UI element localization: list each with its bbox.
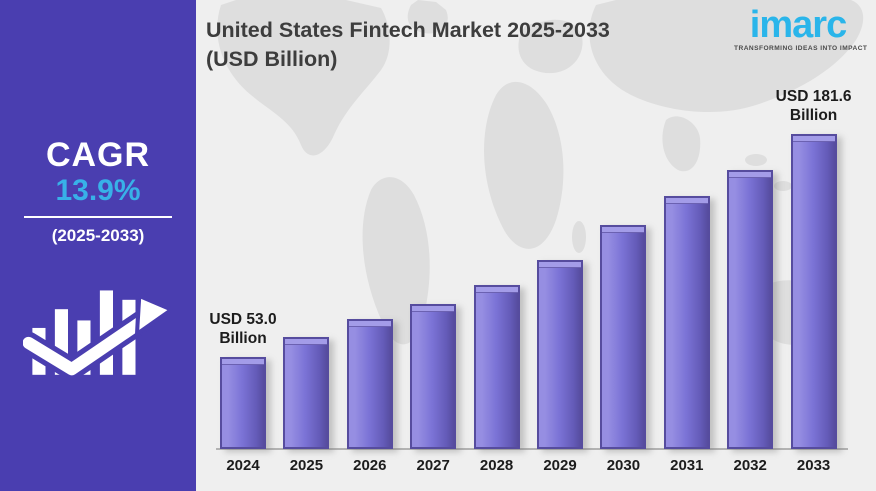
cagr-value: 13.9% <box>55 174 141 207</box>
bar-2026 <box>346 319 393 449</box>
cagr-sidebar: CAGR 13.9% (2025-2033) <box>0 0 196 491</box>
cagr-divider <box>24 216 172 218</box>
bar-2028 <box>473 285 520 449</box>
bar-2030 <box>600 225 647 449</box>
cagr-label: CAGR <box>45 136 151 174</box>
year-label-2031: 2031 <box>670 457 704 474</box>
chart-title: United States Fintech Market 2025-2033 (… <box>206 16 716 74</box>
bar-2027 <box>410 304 457 449</box>
x-axis-line <box>216 448 848 450</box>
chart-title-line2: (USD Billion) <box>206 47 338 72</box>
year-label-2025: 2025 <box>289 457 324 474</box>
year-label-2030: 2030 <box>606 457 641 474</box>
bar-chart: 2024 2025 2026 2027 2028 2029 2030 2031 2032 2033… <box>196 0 876 491</box>
year-label-2029: 2029 <box>543 457 577 474</box>
imarc-logo-tagline: TRANSFORMING IDEAS INTO IMPACT <box>734 45 868 52</box>
bar-2033 <box>790 134 837 449</box>
bar-2025 <box>283 337 330 449</box>
chart-panel: United States Fintech Market 2025-2033 (… <box>196 0 876 491</box>
bar-2029 <box>537 260 583 449</box>
bar-2024 <box>220 357 266 449</box>
value-label-2033: USD 181.6 Billion <box>775 88 852 124</box>
chart-title-line1: United States Fintech Market 2025-2033 <box>206 18 610 42</box>
year-label-2028: 2028 <box>479 457 514 474</box>
imarc-logo: imarc TRANSFORMING IDEAS INTO IMPACT <box>734 4 868 52</box>
value-label-2024: USD 53.0 Billion <box>209 311 277 347</box>
cagr-period: (2025-2033) <box>51 226 145 245</box>
year-label-2024: 2024 <box>226 457 260 474</box>
growth-chart-icon <box>23 290 173 381</box>
year-label-2032: 2032 <box>733 457 767 474</box>
year-label-2026: 2026 <box>353 457 387 474</box>
year-label-2033: 2033 <box>796 457 831 474</box>
bar-2031 <box>663 196 710 449</box>
year-label-2027: 2027 <box>416 457 450 474</box>
bar-2032 <box>727 170 774 449</box>
imarc-logo-wordmark: imarc <box>749 4 847 46</box>
